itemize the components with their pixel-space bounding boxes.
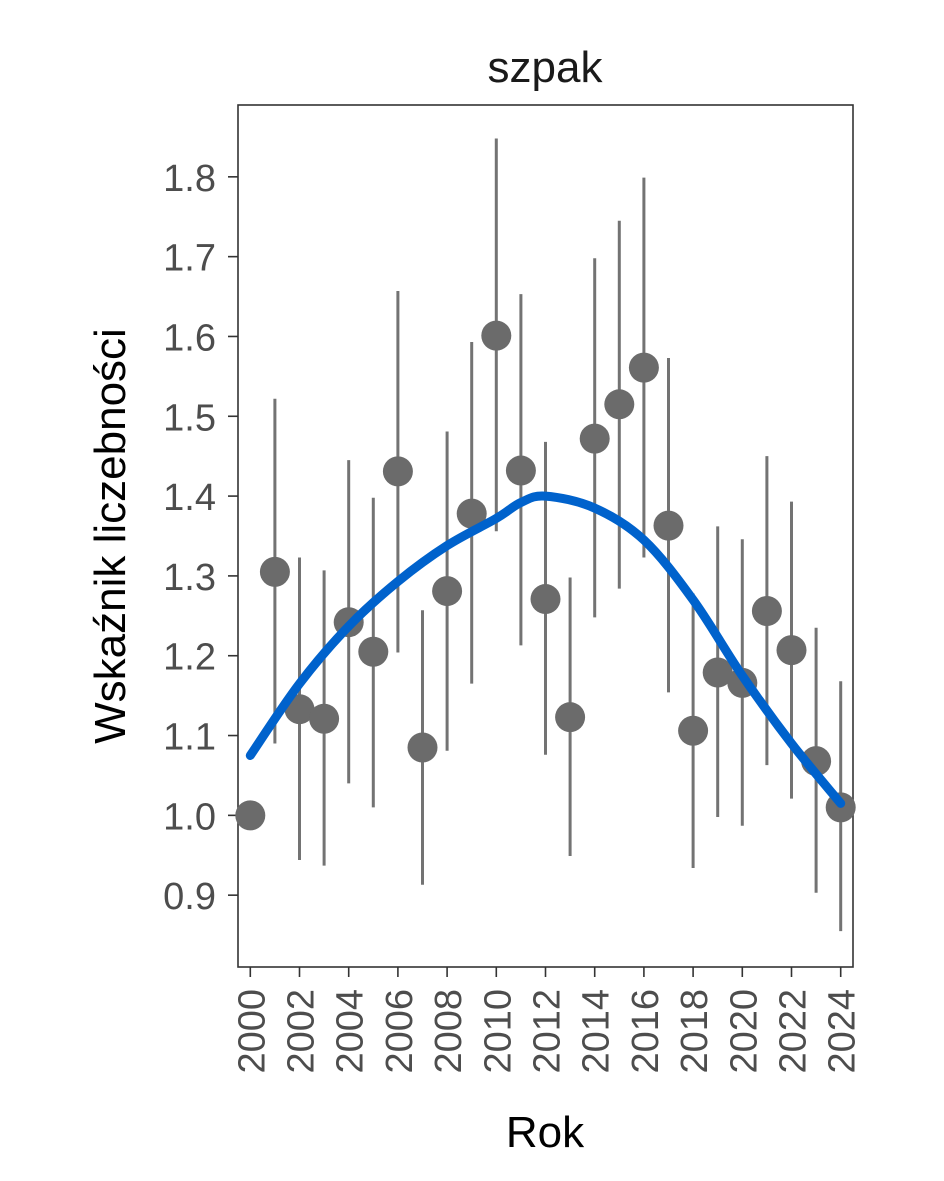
data-point	[579, 423, 610, 454]
data-point	[702, 657, 733, 688]
data-point	[505, 455, 536, 486]
data-point	[604, 389, 635, 420]
x-tick-label: 2000	[231, 989, 273, 1074]
y-tick-label: 1.4	[163, 477, 216, 519]
y-tick-label: 1.6	[163, 317, 216, 359]
data-point	[530, 584, 561, 615]
x-tick-label: 2010	[477, 989, 519, 1074]
data-point	[235, 800, 266, 831]
data-point	[259, 556, 290, 587]
trend-line	[245, 491, 846, 808]
data-point	[628, 352, 659, 383]
x-tick-label: 2018	[674, 989, 716, 1074]
y-tick-label: 1.5	[163, 397, 216, 439]
y-tick-label: 1.7	[163, 238, 216, 280]
x-tick-label: 2014	[576, 989, 618, 1074]
y-tick-label: 1.2	[163, 637, 216, 679]
x-tick-label: 2020	[723, 989, 765, 1074]
chart-title: szpak	[488, 43, 604, 92]
x-tick-label: 2024	[822, 989, 864, 1074]
y-axis-label: Wskaźnik liczebności	[86, 328, 135, 744]
data-point	[432, 576, 463, 607]
data-point	[751, 596, 782, 627]
y-tick-label: 1.3	[163, 557, 216, 599]
y-tick-label: 1.1	[163, 717, 216, 759]
data-point	[776, 635, 807, 666]
data-point	[481, 320, 512, 351]
x-tick-label: 2016	[625, 989, 667, 1074]
x-axis-label: Rok	[506, 1108, 585, 1157]
y-tick-label: 0.9	[163, 876, 216, 918]
x-axis: 2000 2002 2004 2006 2008 2010 2012 2014 2016 2018…	[231, 967, 864, 1074]
data-point	[456, 498, 487, 529]
x-tick-label: 2008	[428, 989, 470, 1074]
data-point	[382, 456, 413, 487]
y-tick-label: 1.8	[163, 158, 216, 200]
x-tick-label: 2022	[773, 989, 815, 1074]
x-tick-label: 2012	[527, 989, 569, 1074]
x-tick-label: 2006	[379, 989, 421, 1074]
y-axis: 0.9 1.0 1.1 1.2 1.3 1.4 1.5 1.6 1.7 1.8	[163, 158, 238, 918]
data-point	[309, 703, 340, 734]
data-point	[678, 715, 709, 746]
x-tick-label: 2004	[330, 989, 372, 1074]
data-point	[653, 510, 684, 541]
data-point	[407, 732, 438, 763]
data-point	[555, 702, 586, 733]
y-tick-label: 1.0	[163, 796, 216, 838]
data-point	[358, 636, 389, 667]
x-tick-label: 2002	[281, 989, 323, 1074]
